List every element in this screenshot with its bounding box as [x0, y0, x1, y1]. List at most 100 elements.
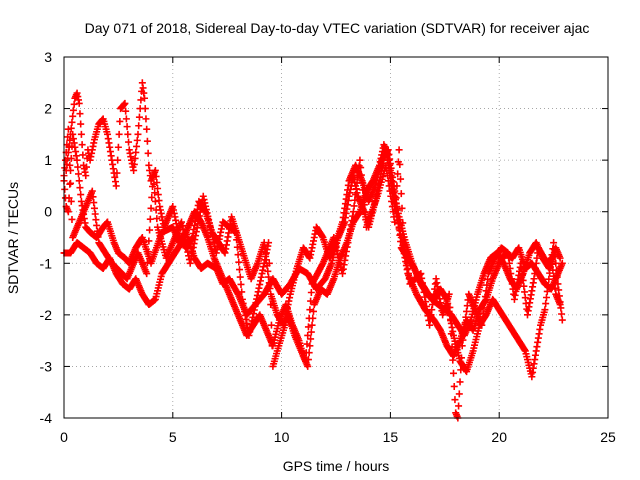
- data-point: [151, 166, 159, 174]
- data-point: [550, 239, 558, 247]
- y-tick-label: 3: [44, 49, 52, 65]
- data-point: [135, 113, 143, 121]
- data-point: [144, 149, 152, 157]
- data-point: [455, 402, 463, 410]
- x-tick-label: 0: [60, 429, 68, 445]
- data-point: [397, 190, 405, 198]
- data-point: [69, 106, 77, 114]
- data-point: [78, 141, 86, 149]
- y-tick-label: 0: [44, 204, 52, 220]
- data-point: [358, 178, 366, 186]
- data-point: [543, 287, 551, 295]
- data-point: [75, 177, 83, 185]
- tick-labels: 0 5 10 15 20 25 -4 -3 -2 -1 0 1 2 3: [40, 49, 616, 445]
- data-point: [447, 317, 455, 325]
- data-point: [154, 185, 162, 193]
- data-point: [360, 201, 368, 209]
- data-point: [304, 362, 312, 370]
- data-point: [450, 382, 458, 390]
- data-point: [357, 171, 365, 179]
- data-point: [146, 226, 154, 234]
- data-point: [74, 163, 82, 171]
- data-point: [79, 151, 87, 159]
- data-point: [267, 301, 275, 309]
- data-point: [125, 138, 133, 146]
- data-point: [550, 246, 558, 254]
- data-point: [450, 369, 458, 377]
- data-point: [396, 160, 404, 168]
- data-point: [68, 215, 76, 223]
- data-point: [143, 137, 151, 145]
- data-point: [116, 117, 124, 125]
- data-point: [155, 197, 163, 205]
- data-point: [67, 179, 75, 187]
- data-point: [76, 110, 84, 118]
- data-point: [550, 278, 558, 286]
- data-point: [121, 99, 129, 107]
- data-point: [134, 130, 142, 138]
- data-point: [544, 281, 552, 289]
- data-point: [451, 396, 459, 404]
- data-point: [397, 238, 405, 246]
- data-point: [542, 300, 550, 308]
- data-point: [133, 136, 141, 144]
- data-point: [554, 280, 562, 288]
- data-point: [304, 323, 312, 331]
- data-point: [133, 142, 141, 150]
- data-point: [391, 218, 399, 226]
- data-point: [558, 316, 566, 324]
- data-point: [307, 328, 315, 336]
- data-point: [122, 115, 130, 123]
- data-point: [456, 378, 464, 386]
- data-point: [149, 172, 157, 180]
- data-point: [449, 356, 457, 364]
- data-point: [237, 280, 245, 288]
- plot-frame: [63, 56, 609, 419]
- data-point: [76, 184, 84, 192]
- data-point: [69, 112, 77, 120]
- data-point: [305, 314, 313, 322]
- data-point: [234, 251, 242, 259]
- data-point: [130, 160, 138, 168]
- x-axis-label: GPS time / hours: [283, 458, 390, 474]
- data-point: [303, 340, 311, 348]
- data-point: [150, 180, 158, 188]
- data-point: [361, 208, 369, 216]
- data-point: [143, 125, 151, 133]
- chart-title: Day 071 of 2018, Sidereal Day-to-day VTE…: [85, 20, 590, 36]
- data-point: [64, 208, 72, 216]
- data-point: [114, 143, 122, 151]
- data-point: [399, 219, 407, 227]
- data-point: [307, 289, 315, 297]
- data-point: [549, 266, 557, 274]
- data-point: [115, 130, 123, 138]
- data-point: [236, 266, 244, 274]
- y-tick-label: -1: [40, 255, 53, 271]
- data-point: [393, 182, 401, 190]
- data-point: [75, 99, 83, 107]
- data-point: [457, 366, 465, 374]
- data-point: [310, 307, 318, 315]
- data-point: [304, 331, 312, 339]
- data-point: [356, 156, 364, 164]
- y-tick-label: -4: [40, 410, 53, 426]
- data-point: [64, 133, 72, 141]
- data-point: [146, 215, 154, 223]
- data-point: [144, 248, 152, 256]
- data-point: [360, 193, 368, 201]
- data-point: [68, 118, 76, 126]
- y-tick-label: -2: [40, 307, 53, 323]
- data-point: [122, 107, 130, 115]
- data-point: [391, 206, 399, 214]
- data-point: [141, 105, 149, 113]
- data-point: [306, 306, 314, 314]
- data-point: [142, 115, 150, 123]
- data-point: [148, 193, 156, 201]
- data-point: [123, 123, 131, 131]
- y-tick-label: 2: [44, 101, 52, 117]
- data-point: [236, 273, 244, 281]
- data-point: [392, 194, 400, 202]
- data-point: [233, 243, 241, 251]
- data-point: [151, 189, 159, 197]
- data-point: [61, 185, 69, 193]
